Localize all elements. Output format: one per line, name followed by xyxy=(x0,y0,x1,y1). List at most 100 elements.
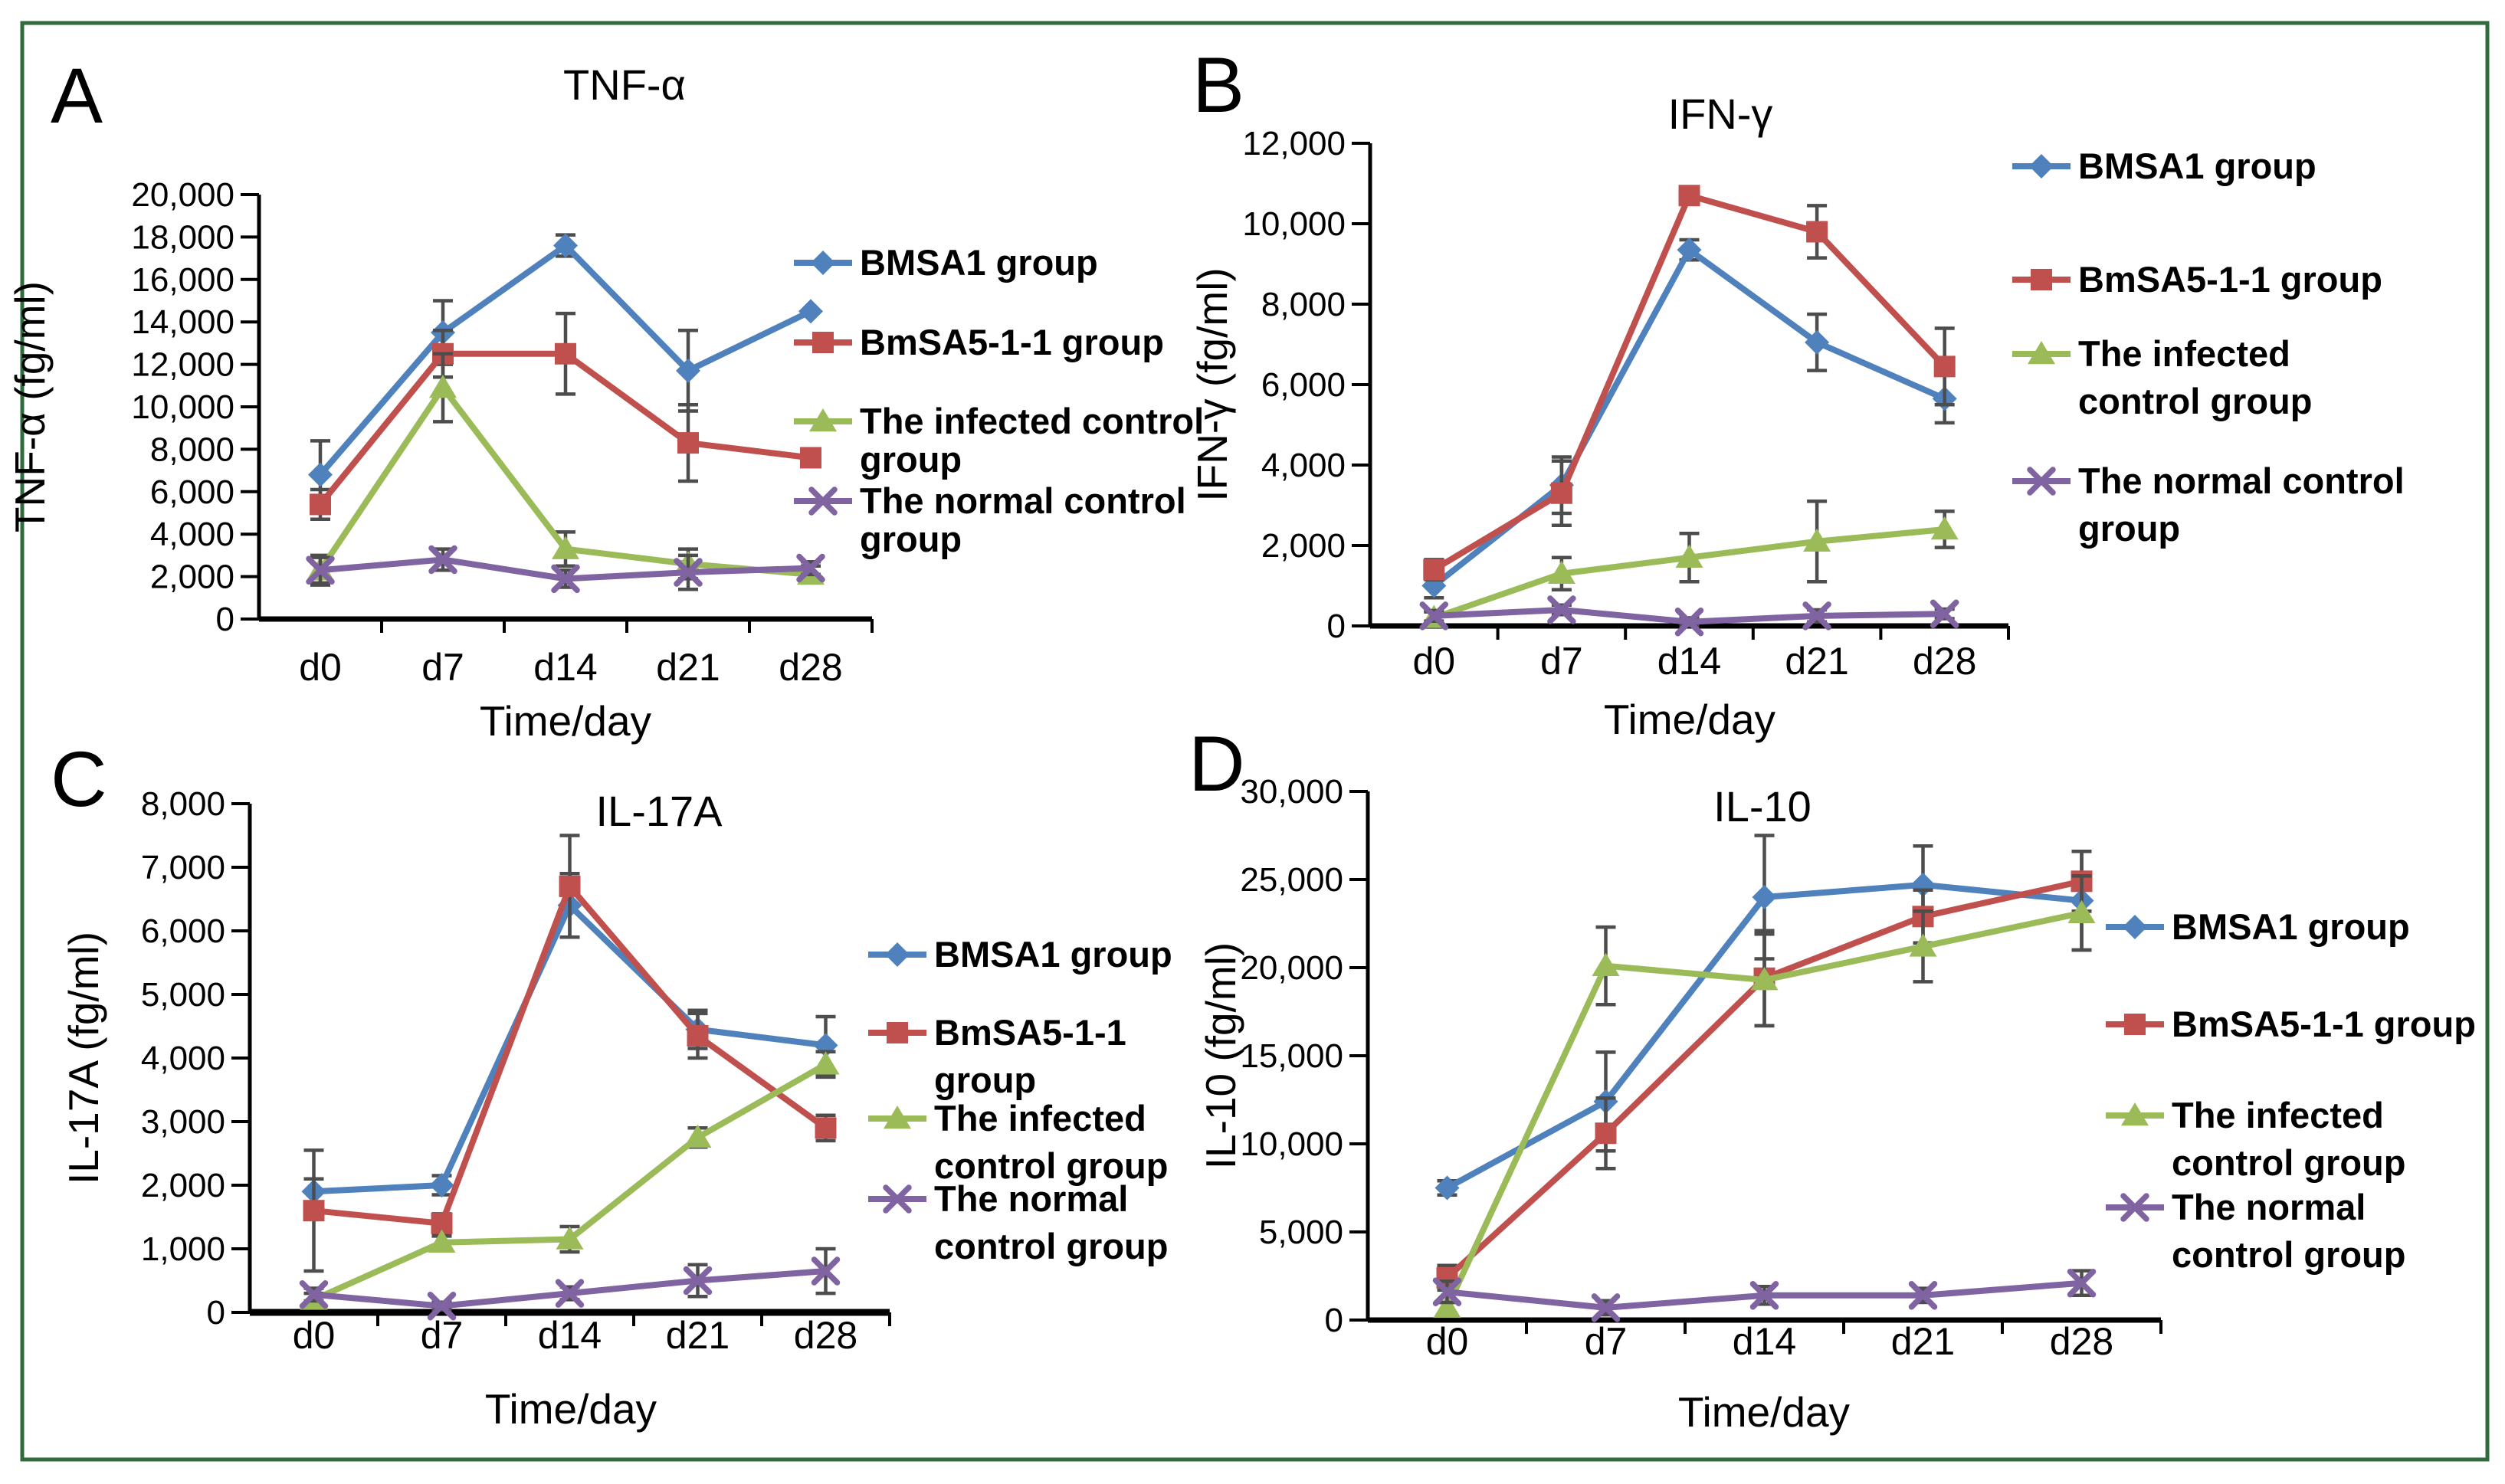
data-point-d14 xyxy=(1675,544,1703,568)
panel-B-series-the-normal-control-group xyxy=(1419,595,1959,637)
legend-item-bmsa5-1-1-group: BmSA5-1-1 group xyxy=(2106,1004,2476,1044)
data-point-d14 xyxy=(556,1226,584,1250)
data-point-d28 xyxy=(1930,516,1959,540)
data-point-d0 xyxy=(306,555,335,585)
legend-marker xyxy=(2031,269,2052,290)
legend-label-line: The infected control xyxy=(860,401,1204,441)
panel-A-y-tick-label: 18,000 xyxy=(131,218,234,256)
panel-B: B IFN-γ 0 2,000 4,000 6,000 8,000 10,000 12,000 d… xyxy=(1189,41,2405,743)
panel-C-series-the-normal-control-group xyxy=(299,1246,841,1321)
legend-marker xyxy=(2027,341,2056,365)
panel-A-x-tick-label-d7: d7 xyxy=(421,646,464,689)
data-point-d28 xyxy=(796,553,825,583)
data-point-d21 xyxy=(683,1266,713,1296)
panel-D-x-tick-label-d21: d21 xyxy=(1891,1320,1955,1363)
legend-label-line: BmSA5-1-1 group xyxy=(860,322,1164,362)
panel-C-y-tick-label: 5,000 xyxy=(141,976,225,1014)
legend-label-line: group xyxy=(934,1060,1036,1100)
data-point-d7 xyxy=(1547,595,1576,624)
panel-A-y-tick-label: 16,000 xyxy=(131,261,234,299)
panel-B-title: IFN-γ xyxy=(1668,90,1773,138)
legend-marker xyxy=(885,942,910,967)
panel-C-x-axis-title: Time/day xyxy=(485,1385,657,1433)
legend-marker xyxy=(2123,915,2147,939)
legend-label-line: control group xyxy=(2078,381,2312,421)
data-point-d7 xyxy=(1595,1122,1617,1145)
panel-D-x-tick-label-d14: d14 xyxy=(1733,1320,1796,1363)
panel-A-y-tick-label: 12,000 xyxy=(131,346,234,384)
panel-C-x-tick-label-d21: d21 xyxy=(666,1314,730,1357)
panel-C-y-tick-label: 2,000 xyxy=(141,1167,225,1204)
legend-marker xyxy=(808,408,838,432)
legend-label-line: control group xyxy=(934,1145,1168,1186)
data-point-d21 xyxy=(687,1024,709,1047)
data-point-d14 xyxy=(1677,238,1702,263)
panel-B-x-tick-label-d0: d0 xyxy=(1412,640,1455,683)
data-point-d28 xyxy=(1930,599,1959,628)
panel-A-x-axis-title: Time/day xyxy=(480,697,652,745)
figure-border xyxy=(20,21,2490,1462)
panel-B-x-tick-label-d14: d14 xyxy=(1657,640,1721,683)
panel-A-x-tick-label-d0: d0 xyxy=(299,646,342,689)
panel-A-y-tick-label: 4,000 xyxy=(150,516,234,553)
panel-D-y-tick-label: 5,000 xyxy=(1259,1214,1343,1251)
panel-A-y-tick-label: 14,000 xyxy=(131,303,234,341)
data-point-d7 xyxy=(1591,1293,1621,1322)
panel-D-y-tick-label: 30,000 xyxy=(1240,773,1343,811)
panel-C-y-tick-label: 8,000 xyxy=(141,785,225,823)
data-point-d14 xyxy=(1674,608,1704,637)
data-point-d21 xyxy=(676,358,700,383)
data-point-d7 xyxy=(427,1291,457,1321)
panel-A-x-tick-label-d14: d14 xyxy=(533,646,597,689)
panel-D: D IL-10 0 5,000 10,000 15,000 20,000 25,000 30,0… xyxy=(1189,720,2476,1436)
legend-label-line: BmSA5-1-1 group xyxy=(2172,1004,2476,1044)
panel-C-x-tick-label-d28: d28 xyxy=(794,1314,857,1357)
panel-C-y-tick-label: 4,000 xyxy=(141,1040,225,1077)
panel-C: C IL-17A 0 1,000 2,000 3,000 4,000 5,000 6,000 7,… xyxy=(51,735,1172,1433)
legend-label-line: group xyxy=(860,519,962,559)
legend-item-the-infected-control-group: The infected control group xyxy=(2106,1095,2405,1183)
panel-C-x-tick-label-d0: d0 xyxy=(293,1314,336,1357)
legend-item-bmsa5-1-1-group: BmSA5-1-1 group xyxy=(2012,259,2382,300)
panel-A-y-tick-label: 20,000 xyxy=(131,176,234,214)
legend-marker xyxy=(2120,1193,2149,1222)
panel-D-series-the-infected-control-group xyxy=(1433,874,2096,1319)
data-point-d28 xyxy=(2067,1268,2097,1298)
legend-label-line: BMSA1 group xyxy=(934,934,1172,975)
data-point-d28 xyxy=(812,1051,840,1075)
panel-C-series-bmsa5-1-1-group xyxy=(303,834,837,1273)
panel-A-y-tick-label: 10,000 xyxy=(131,388,234,426)
panel-A-y-axis-title: TNF-α (fg/ml) xyxy=(6,281,54,532)
panel-letter-A: A xyxy=(51,52,103,139)
legend-label-line: control group xyxy=(2172,1142,2405,1183)
panel-letter-D: D xyxy=(1189,720,1245,808)
panel-A-series-the-infected-control-group xyxy=(306,352,825,587)
panel-D-x-tick-label-d0: d0 xyxy=(1426,1320,1469,1363)
panel-B-series-bmsa5-1-1-group xyxy=(1423,185,1956,581)
panel-B-x-tick-label-d21: d21 xyxy=(1785,640,1848,683)
legend-marker xyxy=(2124,1014,2146,1035)
panel-B-y-axis-title: IFN-γ (fg/ml) xyxy=(1189,267,1236,502)
data-point-d0 xyxy=(310,493,331,516)
legend-label-line: The infected xyxy=(2172,1095,2384,1135)
data-point-d7 xyxy=(1547,560,1575,585)
data-point-d7 xyxy=(429,1173,454,1197)
legend-marker xyxy=(2029,154,2054,179)
panel-D-y-tick-label: 15,000 xyxy=(1240,1037,1343,1075)
data-point-d28 xyxy=(2067,899,2096,923)
data-point-d7 xyxy=(1592,952,1620,976)
panel-C-x-tick-label-d7: d7 xyxy=(421,1314,464,1357)
data-point-d21 xyxy=(674,558,703,587)
data-point-d14 xyxy=(1678,185,1700,207)
panel-A-series-bmsa1-group xyxy=(308,233,823,511)
panel-C-y-tick-label: 7,000 xyxy=(141,849,225,886)
legend-label-line: BmSA5-1-1 group xyxy=(2078,259,2382,300)
data-point-d0 xyxy=(1419,601,1449,631)
legend-label-line: The infected xyxy=(934,1098,1146,1138)
data-point-d14 xyxy=(553,233,578,258)
panel-B-y-tick-label: 0 xyxy=(1327,608,1346,645)
